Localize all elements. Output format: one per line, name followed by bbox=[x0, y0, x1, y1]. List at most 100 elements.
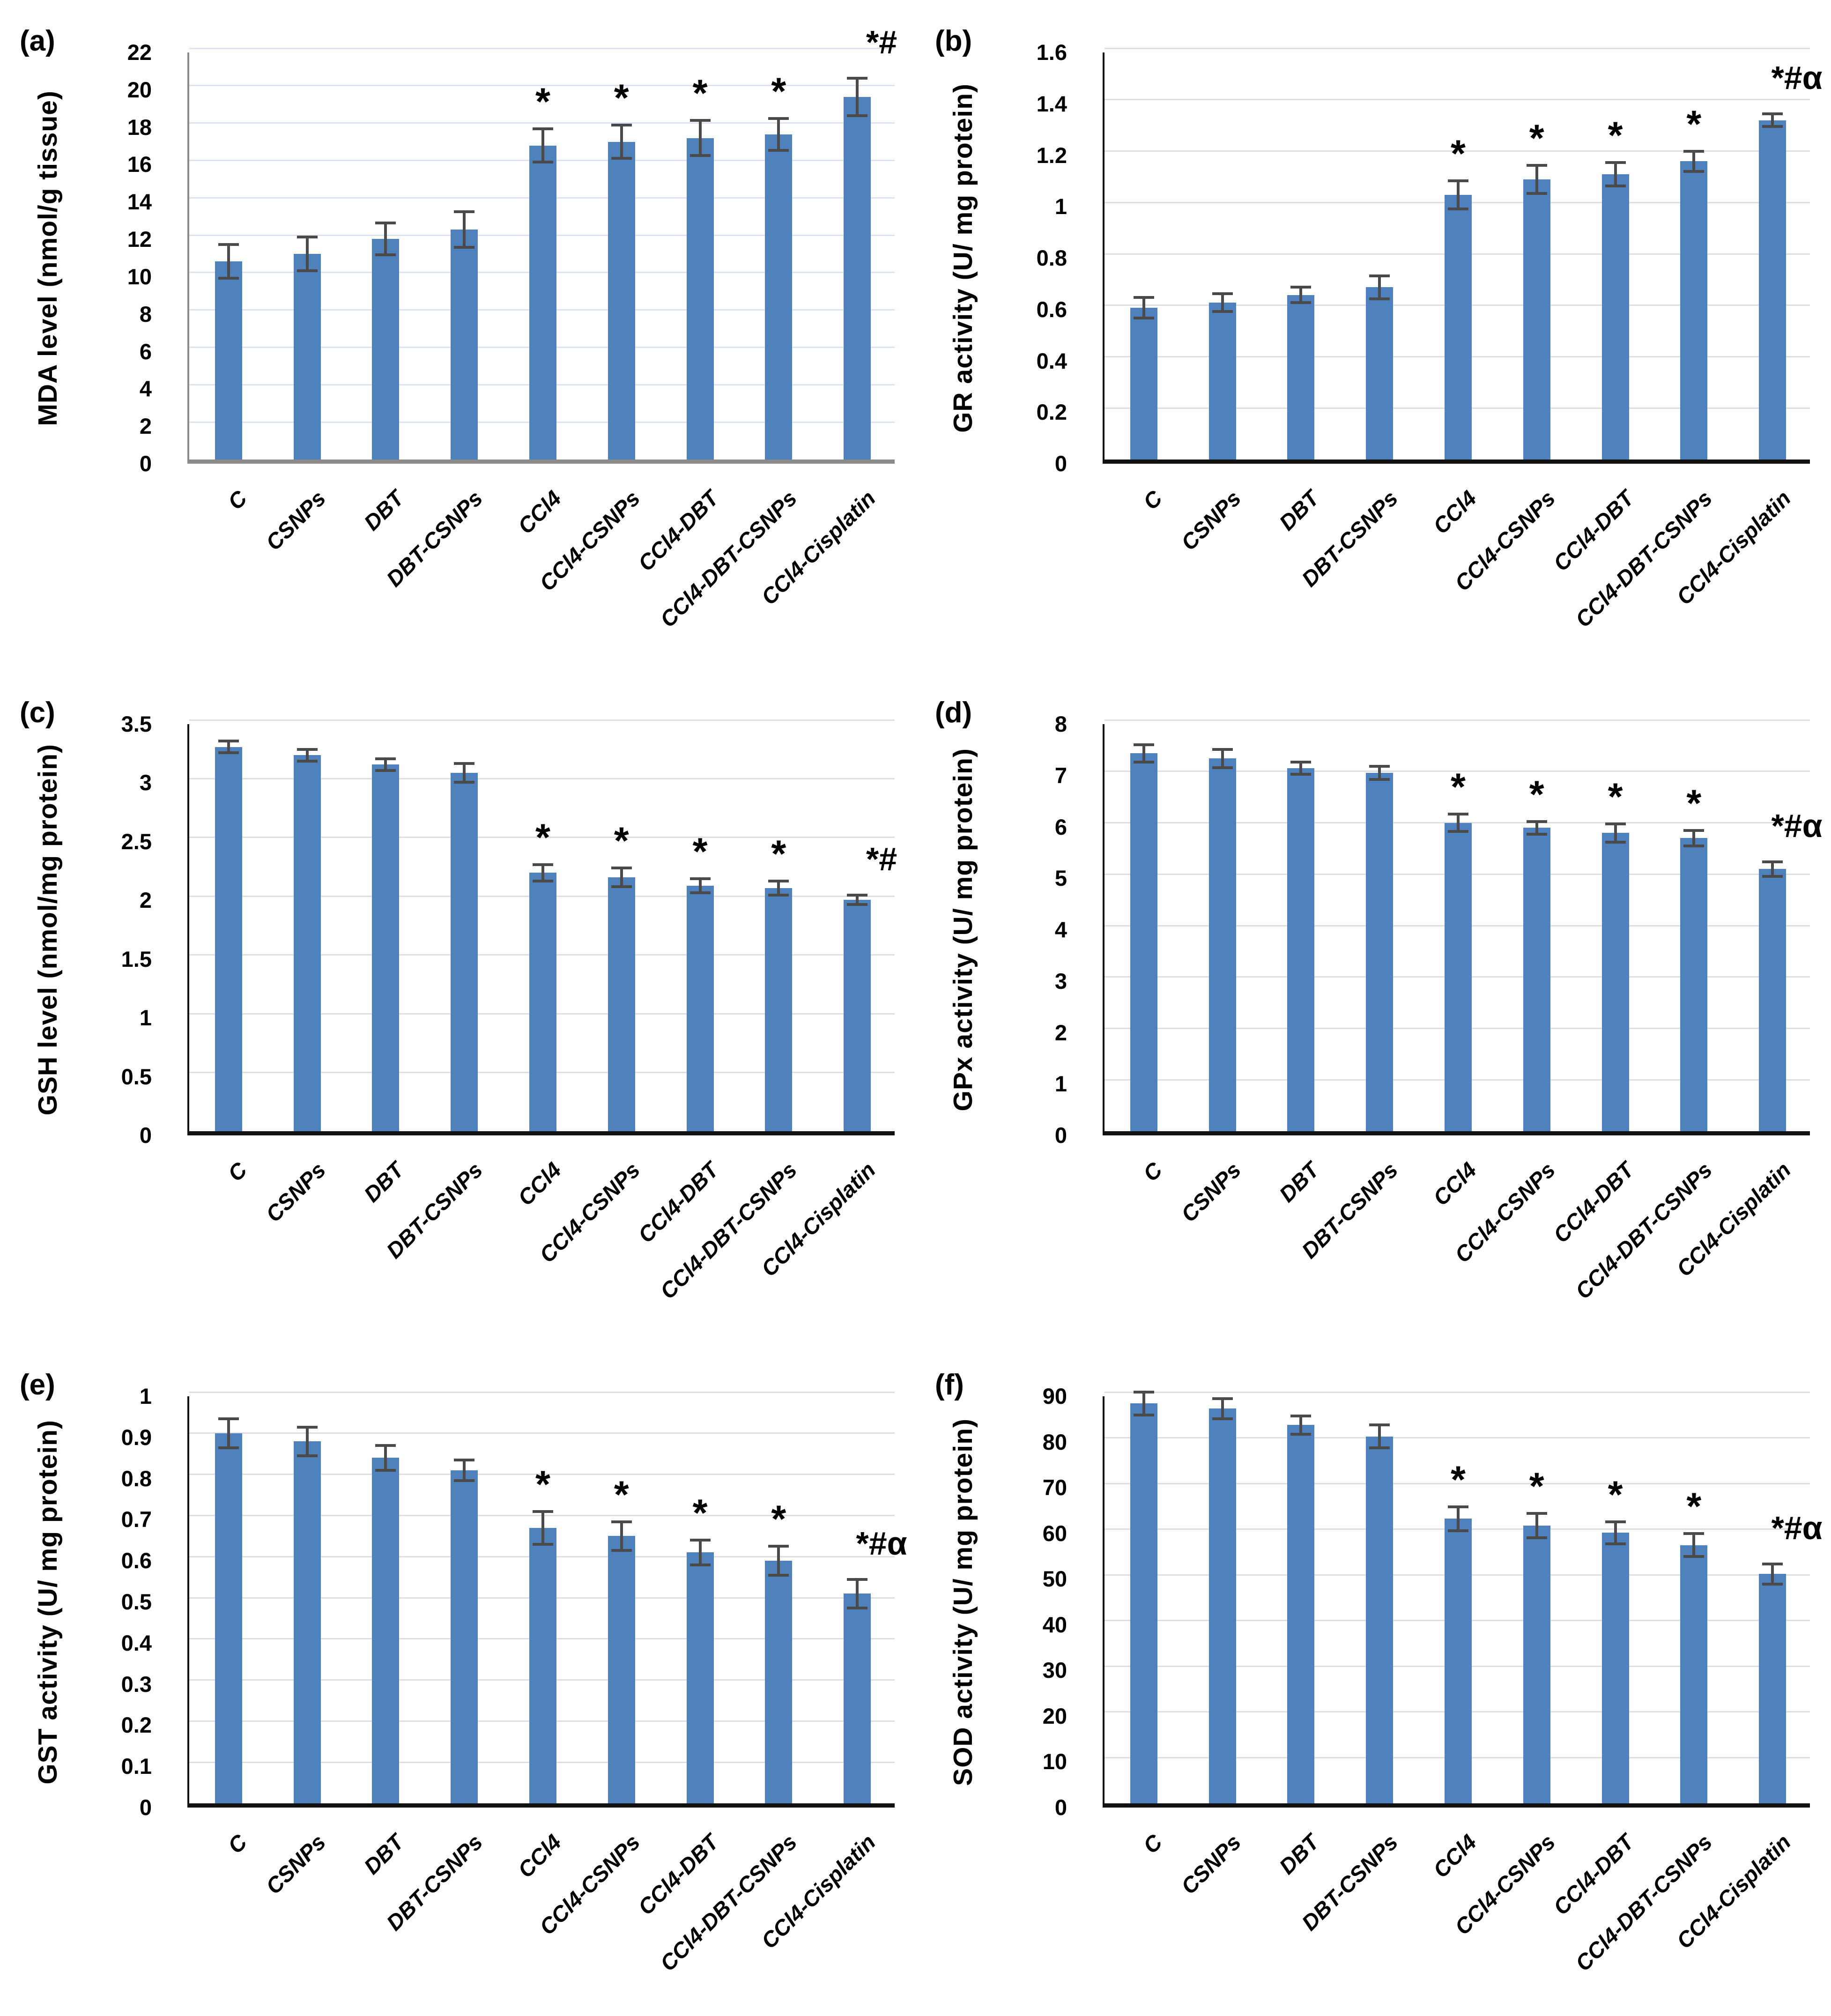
bar bbox=[451, 230, 478, 460]
error-bar-cap bbox=[1212, 1417, 1233, 1420]
bar bbox=[529, 145, 556, 460]
error-bar bbox=[1614, 163, 1617, 186]
significance-marker: * bbox=[1608, 775, 1623, 818]
y-tick-label: 0.7 bbox=[121, 1507, 152, 1532]
bar bbox=[529, 1527, 556, 1803]
error-bar-cap bbox=[847, 893, 868, 897]
error-bar bbox=[1614, 823, 1617, 843]
y-tick-label: 0.2 bbox=[1036, 400, 1067, 425]
y-tick-label: 2.5 bbox=[121, 829, 152, 854]
error-bar bbox=[227, 1419, 230, 1448]
y-tick-label: 7 bbox=[1054, 763, 1067, 788]
error-bar-cap bbox=[768, 879, 789, 882]
bar bbox=[686, 138, 714, 460]
bar bbox=[1523, 828, 1550, 1131]
error-bar-cap bbox=[1369, 778, 1390, 781]
error-bar-cap bbox=[1133, 1413, 1154, 1416]
significance-marker: * bbox=[614, 1473, 629, 1516]
error-bar-cap bbox=[454, 246, 475, 249]
error-bar-cap bbox=[1683, 844, 1705, 847]
y-tick-label: 0.2 bbox=[121, 1712, 152, 1738]
significance-marker: * bbox=[771, 832, 786, 875]
error-bar-cap bbox=[218, 1417, 239, 1421]
error-bar bbox=[384, 758, 387, 771]
error-bar bbox=[620, 1521, 623, 1551]
error-bar bbox=[541, 1511, 544, 1544]
error-bar-cap bbox=[1526, 163, 1547, 167]
error-bar-cap bbox=[1133, 317, 1154, 320]
bar bbox=[293, 1441, 321, 1803]
error-bar-cap bbox=[1762, 1562, 1783, 1565]
error-bar-cap bbox=[1290, 1414, 1312, 1417]
bar bbox=[1287, 768, 1315, 1131]
error-bar-cap bbox=[297, 748, 318, 751]
bar bbox=[1759, 120, 1787, 460]
error-bar-cap bbox=[1526, 1512, 1547, 1515]
x-axis-labels: C CSNPs DBT DBT-CSNPs CCl4 CCl4-CSNPs CCl4-DBT… bbox=[187, 473, 895, 672]
error-bar-cap bbox=[218, 751, 239, 755]
error-bar-cap bbox=[1762, 125, 1783, 128]
panel-letter: (a) bbox=[20, 25, 55, 57]
error-bar-cap bbox=[533, 1510, 553, 1513]
error-bar-cap bbox=[1526, 820, 1547, 823]
error-bar-cap bbox=[297, 759, 318, 763]
significance-marker: * bbox=[1686, 103, 1702, 146]
panel-letter: (d) bbox=[935, 697, 972, 729]
error-bar-cap bbox=[689, 119, 711, 122]
gridline bbox=[1105, 47, 1810, 49]
error-bar bbox=[1142, 297, 1145, 319]
error-bar bbox=[463, 763, 466, 782]
error-bar-cap bbox=[1369, 1446, 1390, 1450]
error-bar-cap bbox=[1762, 112, 1783, 115]
bar bbox=[1130, 308, 1157, 460]
error-bar-cap bbox=[1448, 207, 1468, 210]
y-tick-label: 0 bbox=[139, 451, 152, 476]
bar bbox=[1208, 1408, 1236, 1803]
error-bar bbox=[305, 1427, 309, 1456]
bar bbox=[451, 1470, 478, 1803]
y-axis-ticks: 0 0.2 0.4 0.6 0.8 1 1.2 1.4 1.6 bbox=[915, 40, 1085, 476]
panel-f: (f) SOD activity (U/ mg protein) 0 10 20 30… bbox=[915, 1344, 1831, 2016]
error-bar-cap bbox=[1212, 748, 1233, 751]
error-bar bbox=[620, 125, 623, 159]
gridline bbox=[1105, 719, 1810, 721]
error-bar-cap bbox=[1290, 761, 1312, 763]
significance-marker: * bbox=[692, 72, 708, 115]
error-bar-cap bbox=[533, 127, 553, 130]
y-tick-label: 14 bbox=[127, 189, 152, 215]
y-tick-label: 5 bbox=[1054, 866, 1067, 891]
bar bbox=[608, 877, 635, 1131]
error-bar bbox=[227, 741, 230, 753]
gridline bbox=[189, 1391, 895, 1393]
error-bar-cap bbox=[1369, 274, 1390, 277]
error-bar bbox=[1378, 766, 1381, 780]
error-bar-cap bbox=[1448, 1505, 1468, 1508]
error-bar bbox=[463, 212, 466, 248]
y-tick-label: 10 bbox=[127, 264, 152, 289]
bar bbox=[1366, 773, 1394, 1131]
significance-marker: * bbox=[692, 1492, 708, 1535]
error-bar bbox=[777, 118, 780, 150]
error-bar bbox=[1457, 814, 1460, 832]
y-tick-label: 70 bbox=[1042, 1475, 1067, 1500]
error-bar-cap bbox=[611, 885, 632, 889]
bar bbox=[1680, 161, 1708, 460]
bar bbox=[1601, 833, 1629, 1131]
y-axis-ticks: 0 0.5 1 1.5 2 2.5 3 3.5 bbox=[0, 712, 170, 1148]
error-bar-cap bbox=[768, 148, 789, 152]
gridline bbox=[189, 47, 895, 49]
error-bar-cap bbox=[1448, 830, 1468, 833]
error-bar bbox=[1299, 1416, 1303, 1434]
significance-marker: *#α bbox=[856, 1525, 907, 1562]
gridline bbox=[189, 778, 895, 779]
error-bar bbox=[227, 245, 230, 278]
panel-letter: (e) bbox=[20, 1369, 55, 1401]
y-tick-label: 0.8 bbox=[121, 1466, 152, 1491]
bar bbox=[372, 764, 400, 1131]
gridline bbox=[1105, 1482, 1810, 1484]
error-bar bbox=[541, 128, 544, 163]
bar bbox=[765, 1560, 793, 1803]
bar bbox=[1445, 823, 1472, 1131]
y-tick-label: 3 bbox=[1054, 968, 1067, 993]
